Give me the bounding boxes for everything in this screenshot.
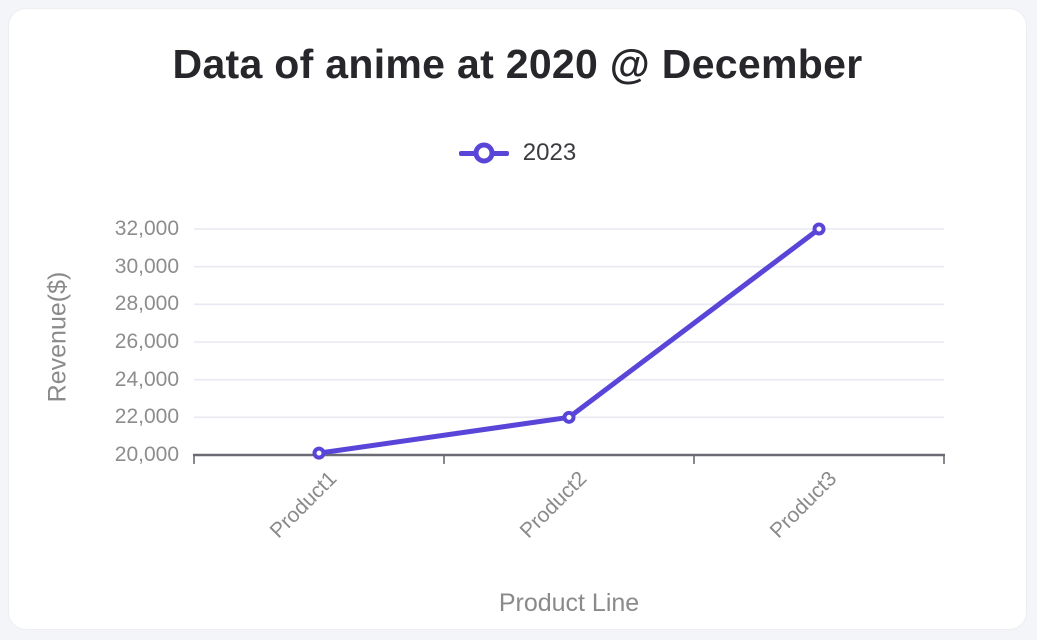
y-tick-label: 30,000 [114,254,179,278]
plot-area: 20,000 22,000 24,000 26,000 28,000 30,000 32,0… [9,9,1028,631]
y-tick-label: 32,000 [114,217,179,240]
data-point-Product1[interactable] [312,446,326,460]
y-tick-label: 26,000 [114,330,179,353]
y-tick-label: 28,000 [114,292,179,316]
y-tick-label: 20,000 [114,443,179,466]
x-tick-label: Product3 [765,467,842,543]
y-tick-label: 22,000 [114,405,179,429]
x-axis-title: Product Line [498,589,640,617]
legend-item-2023[interactable]: 2023 [458,139,577,167]
data-point-Product3[interactable] [812,222,826,236]
y-axis-title: Revenue($) [43,271,72,403]
y-tick-label: 24,000 [114,367,179,391]
x-tick-label: Product2 [515,467,592,543]
chart-title: Data of anime at 2020 @ December [172,41,863,87]
open-circle-icon [473,142,495,164]
chart-card: Data of anime at 2020 @ December 2023 20… [8,8,1027,630]
x-tick-label: Product1 [265,467,342,543]
legend-label: 2023 [522,139,577,166]
legend-line-marker-icon [458,142,509,164]
legend: 2023 [9,139,1026,167]
data-point-Product2[interactable] [562,410,576,424]
line-chart-canvas [193,222,945,464]
y-axis-tick-labels: 20,000 22,000 24,000 26,000 28,000 30,000 32,0… [69,9,179,631]
x-axis-tick-labels: Product1 Product2 Product3 [9,9,1028,631]
